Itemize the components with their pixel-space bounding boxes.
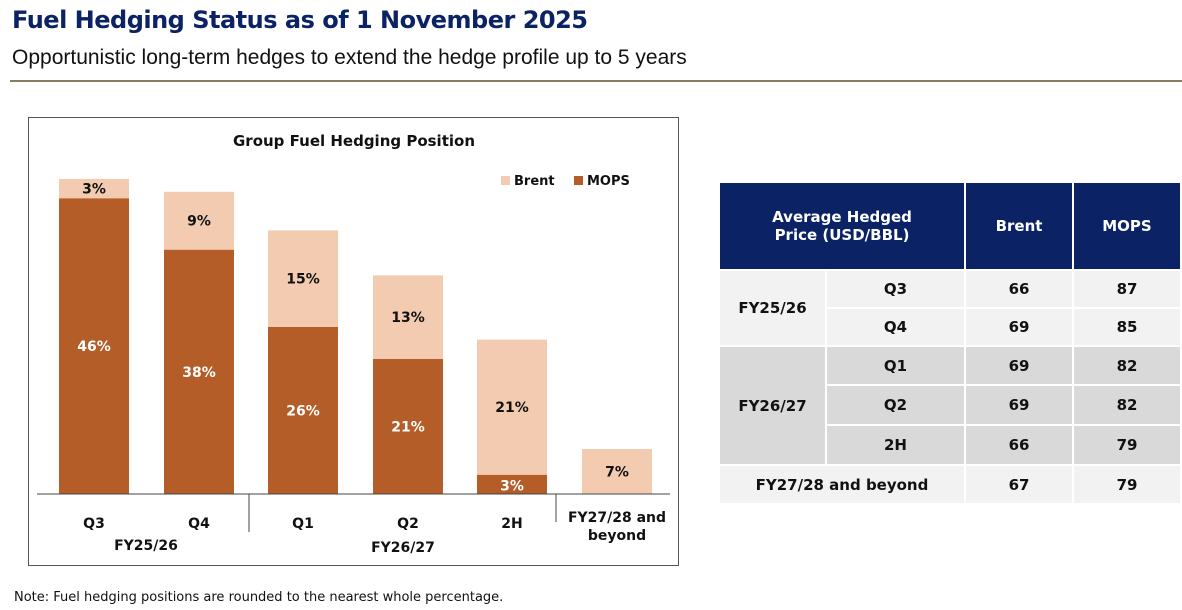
hedged-price-table: Average Hedged Price (USD/BBL) Brent MOP… <box>718 181 1182 505</box>
bar-brent <box>477 339 547 475</box>
data-label-mops: 38% <box>182 365 216 381</box>
bar-mops <box>477 474 547 494</box>
chart-panel: Group Fuel Hedging Position Brent MOPS 46% 3… <box>28 117 679 566</box>
bar-brent <box>268 230 338 327</box>
data-label-mops: 21% <box>391 419 425 435</box>
period-cell: 2H <box>825 424 966 466</box>
period-cell: Q3 <box>825 269 966 309</box>
mops-cell: 79 <box>1072 464 1182 505</box>
brent-cell: 66 <box>964 269 1074 309</box>
group-cell: FY27/28 and beyond <box>718 464 966 505</box>
data-label-brent: 13% <box>391 310 425 326</box>
group-label: FY25/26 <box>114 538 178 554</box>
bar-brent <box>582 448 652 494</box>
table-row: FY25/26 Q3 66 87 <box>718 269 1182 347</box>
title-divider <box>10 80 1182 82</box>
header-brent: Brent <box>964 181 1074 271</box>
table-row: 2H 66 79 <box>719 424 1182 466</box>
period-cell: Q4 <box>825 307 966 347</box>
data-label-brent: 7% <box>605 464 629 480</box>
data-label-brent: 3% <box>82 182 106 198</box>
data-label-brent: 15% <box>286 272 320 288</box>
x-tick-label: Q2 <box>397 516 419 532</box>
header-avg-price: Average Hedged Price (USD/BBL) <box>718 181 966 271</box>
data-label-mops: 26% <box>286 403 320 419</box>
table-row: FY27/28 and beyond 67 79 <box>718 464 1182 505</box>
bar-brent <box>373 275 443 359</box>
data-label-mops: 3% <box>500 478 524 494</box>
bar-mops <box>59 198 129 494</box>
x-tick-label: FY27/28 and <box>568 510 666 526</box>
bar-brent <box>59 178 129 199</box>
mops-cell: 87 <box>1072 269 1182 309</box>
brent-cell: 69 <box>964 384 1074 426</box>
bar-mops <box>164 249 234 494</box>
x-tick-label: Q4 <box>188 516 210 532</box>
period-cell: Q1 <box>825 345 966 386</box>
mops-cell: 79 <box>1072 424 1182 466</box>
chart-title: Group Fuel Hedging Position <box>233 132 475 150</box>
x-tick-label: 2H <box>501 516 522 532</box>
x-tick-label: Q3 <box>83 516 105 532</box>
table-row: FY26/27 Q1 69 82 <box>718 345 1182 466</box>
footnote: Note: Fuel hedging positions are rounded… <box>14 590 504 605</box>
data-label-brent: 9% <box>187 214 211 230</box>
x-tick-label: beyond <box>588 528 646 544</box>
bar-mops <box>373 358 443 494</box>
brent-cell: 69 <box>964 345 1074 386</box>
brent-cell: 67 <box>964 464 1074 505</box>
header-mops: MOPS <box>1072 181 1182 271</box>
mops-cell: 82 <box>1072 384 1182 426</box>
table-header: Average Hedged Price (USD/BBL) Brent MOP… <box>718 181 1182 271</box>
legend-label-mops: MOPS <box>587 174 630 189</box>
legend-label-brent: Brent <box>514 174 555 189</box>
mops-cell: 85 <box>1072 307 1182 347</box>
data-label-mops: 46% <box>77 339 111 355</box>
page-subtitle: Opportunistic long-term hedges to extend… <box>12 46 687 69</box>
bar-brent <box>164 191 234 250</box>
group-cell: FY26/27 <box>718 345 827 466</box>
brent-cell: 66 <box>964 424 1074 466</box>
page-title: Fuel Hedging Status as of 1 November 202… <box>12 6 588 34</box>
table-row: Q2 69 82 <box>719 384 1182 426</box>
legend-swatch-brent <box>501 176 510 185</box>
hedging-chart: Group Fuel Hedging Position Brent MOPS 46% 3… <box>37 132 670 556</box>
group-cell: FY25/26 <box>718 269 827 347</box>
brent-cell: 69 <box>964 307 1074 347</box>
period-cell: Q2 <box>825 384 966 426</box>
bar-mops <box>268 326 338 494</box>
x-tick-label: Q1 <box>292 516 314 532</box>
legend-swatch-mops <box>574 176 583 185</box>
data-label-brent: 21% <box>495 400 529 416</box>
table-row: Q4 69 85 <box>719 307 1182 347</box>
mops-cell: 82 <box>1072 345 1182 386</box>
group-label: FY26/27 <box>371 540 435 556</box>
